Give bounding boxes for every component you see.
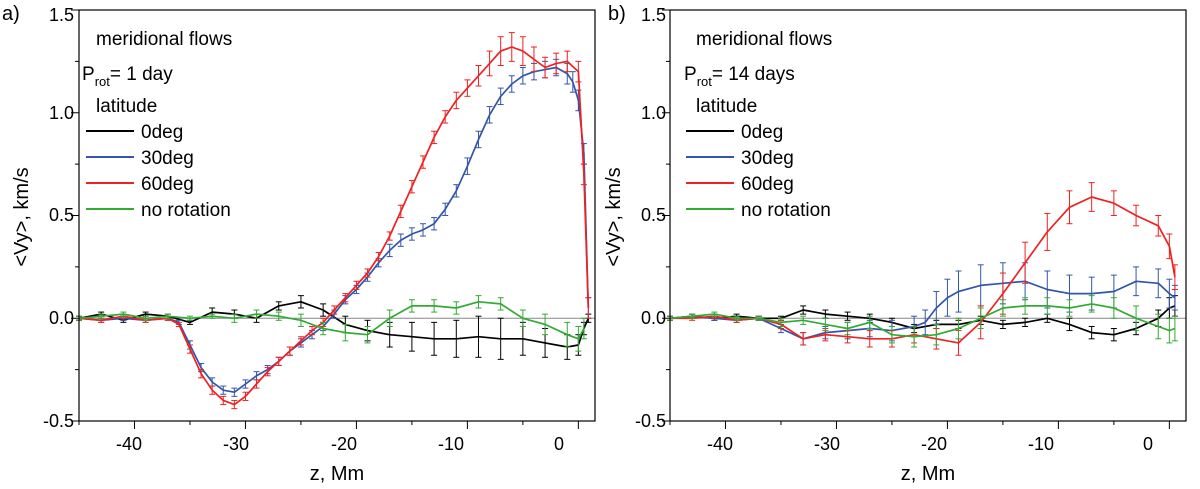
y-tick-label-a-3: 0.0 [49,308,74,328]
y-tick-label-b-3: 0.0 [641,308,666,328]
period-label-main-b: P [684,64,697,85]
period-label-a: Prot= 1 day [82,64,173,89]
y-tick-label-b-2: 0.5 [641,205,666,225]
annotation-title-b: meridional flows [696,29,832,50]
y-axis-a: 1.5 1.0 0.5 0.0 -0.5 [43,5,74,431]
x-tick-label-a-0: -40 [116,434,142,454]
x-tick-label-b-3: -10 [1028,434,1054,454]
panel-b: b) 1.5 1.0 0.5 0.0 -0.5 -40 -30 -20 -10 … [603,3,1186,485]
panel-a: a) 1.5 1.0 0.5 0.0 -0.5 -40 -30 -20 -10 … [2,3,595,485]
legend-title-a: latitude [96,96,157,117]
period-label-main-a: P [82,64,95,85]
x-axis-title-b: z, Mm [901,463,955,485]
y-tick-label-a-0: 1.5 [49,5,74,25]
series-a-0 [76,296,591,360]
period-label-value-a: = 1 day [110,64,173,85]
y-tick-label-b-0: 1.5 [641,5,666,25]
y-axis-title-a: <Vy>, km/s [11,167,33,266]
legend-entry-b-3: no rotation [741,200,831,221]
panel-label-a: a) [2,3,20,25]
x-tick-label-b-4: 0 [1143,434,1153,454]
y-axis-b: 1.5 1.0 0.5 0.0 -0.5 [635,5,666,431]
x-tick-label-a-4: 0 [554,434,564,454]
legend-b: 0deg 30deg 60deg no rotation [686,122,831,221]
period-label-sub-a: rot [95,74,111,89]
series-b-1 [667,263,1178,345]
series-a-3 [76,296,587,351]
x-tick-label-b-2: -20 [921,434,947,454]
y-axis-title-b: <Vy>, km/s [603,167,625,266]
period-label-b: Prot= 14 days [684,64,795,89]
x-tick-label-b-0: -40 [707,434,733,454]
x-tick-label-b-1: -30 [814,434,840,454]
legend-entry-b-1: 30deg [741,148,794,169]
legend-entry-a-1: 30deg [141,148,194,169]
y-tick-label-b-4: -0.5 [635,411,666,431]
x-axis-b: -40 -30 -20 -10 0 [707,434,1153,454]
x-axis-a: -40 -30 -20 -10 0 [116,434,564,454]
x-tick-label-a-2: -20 [331,434,357,454]
x-axis-title-a: z, Mm [310,463,364,485]
legend-entry-b-0: 0deg [741,122,783,143]
y-tick-label-a-1: 1.0 [49,103,74,123]
y-tick-label-a-4: -0.5 [43,411,74,431]
x-tick-label-a-3: -10 [438,434,464,454]
annotation-title-a: meridional flows [96,29,232,50]
series-b-3 [667,296,1178,347]
x-tick-label-a-1: -30 [223,434,249,454]
period-label-value-b: = 14 days [712,64,795,85]
legend-entry-a-0: 0deg [141,122,183,143]
legend-entry-a-2: 60deg [141,174,194,195]
series-line-a-0 [79,302,588,347]
period-label-sub-b: rot [697,74,713,89]
legend-title-b: latitude [696,96,757,117]
legend-entry-b-2: 60deg [741,174,794,195]
legend-entry-a-3: no rotation [141,200,231,221]
legend-a: 0deg 30deg 60deg no rotation [86,122,231,221]
panel-label-b: b) [608,3,626,25]
y-tick-label-a-2: 0.5 [49,205,74,225]
y-tick-label-b-1: 1.0 [641,103,666,123]
